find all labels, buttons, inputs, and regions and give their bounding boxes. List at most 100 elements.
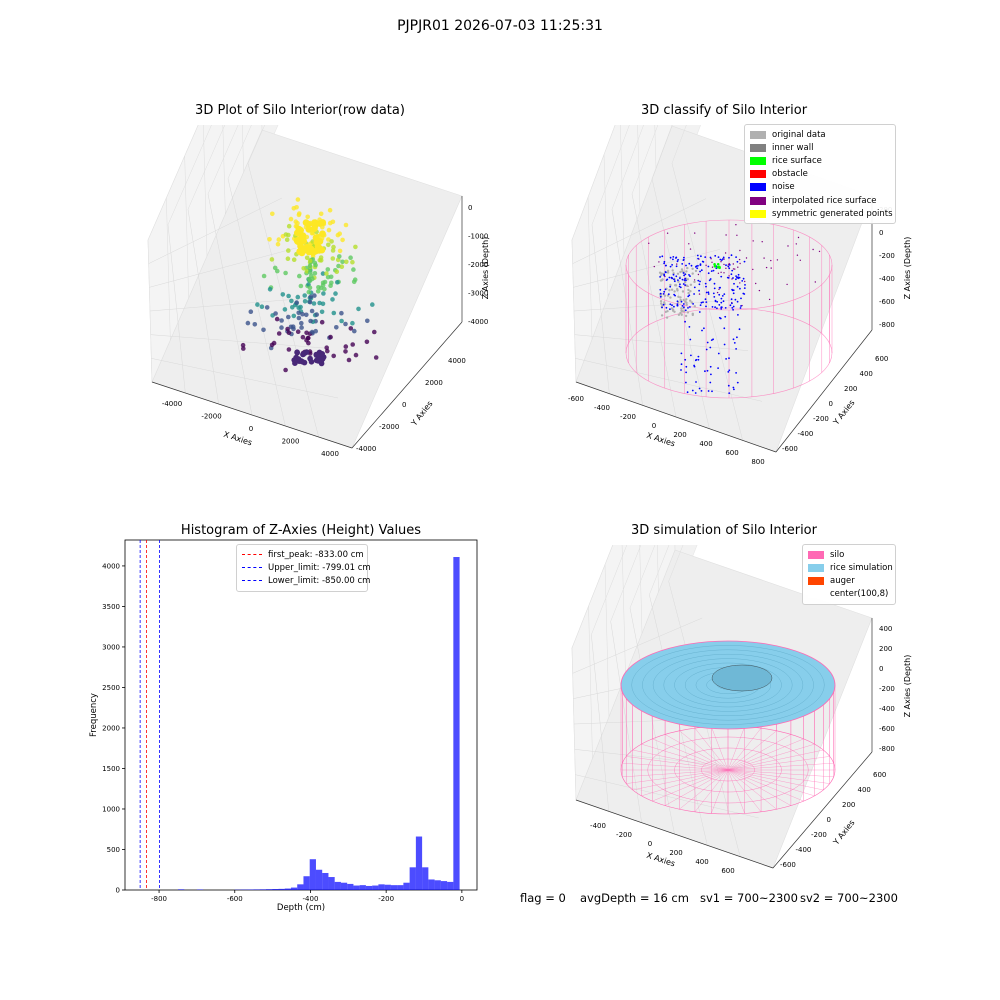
cls-grid-z [591, 125, 630, 225]
cls-noise-point [740, 305, 742, 307]
cls-original-point [660, 272, 663, 275]
legend-swatch [808, 550, 824, 559]
cls-noise-point [724, 315, 727, 318]
cls-noise-point [709, 278, 712, 280]
raw-ztick: -4000 [468, 318, 488, 326]
cls-noise-point [732, 292, 735, 295]
sim-grid-z [629, 545, 656, 609]
cls-noise-point [712, 338, 714, 341]
cls-interp-point [797, 236, 800, 239]
raw-xtick: 4000 [321, 450, 339, 458]
raw-point [296, 315, 302, 321]
cls-noise-point [720, 297, 723, 300]
cls-original-point [684, 300, 687, 303]
hist-bar [303, 876, 310, 890]
sim-silo-spoke [711, 769, 729, 814]
legend-label: obstacle [772, 169, 808, 180]
raw-point [255, 302, 260, 307]
cls-noise-point [716, 307, 718, 310]
hist-bar [447, 881, 454, 890]
raw-xtick: -2000 [201, 413, 221, 421]
cls-noise-point [663, 262, 665, 265]
cls-original-point [677, 295, 680, 298]
cls-noise-point [659, 276, 661, 278]
cls-noise-point [693, 286, 696, 289]
cls-noise-point [736, 276, 738, 279]
cls-noise-point [720, 275, 723, 278]
cls-noise-point [698, 283, 701, 286]
sim-y-axis [772, 751, 873, 869]
legend-label: silo [830, 549, 845, 560]
cls-noise-point [713, 296, 716, 298]
raw-point [275, 241, 281, 247]
raw-3d-plot: -4000 -2000 0 2000 4000 -4000 -2000 0 2000 4000 0 -… [147, 125, 490, 458]
cls-original-point [689, 290, 692, 293]
cls-noise-point [688, 294, 691, 297]
cls-ytick: 200 [844, 385, 857, 393]
cls-noise-point [723, 327, 726, 330]
cls-ztick: 0 [879, 229, 883, 237]
cls-noise-point [669, 265, 672, 268]
sim-rice-grid [631, 645, 825, 725]
cls-noise-point [705, 348, 708, 351]
cls-noise-point [701, 260, 704, 263]
cls-interp-point [765, 266, 768, 269]
raw-point [307, 258, 313, 264]
raw-point [307, 263, 313, 269]
cls-noise-point [699, 264, 702, 266]
cls-noise-point [676, 303, 679, 306]
cls-interp-point [814, 281, 816, 283]
raw-point [291, 206, 297, 211]
hist-bar [347, 883, 354, 890]
raw-point [372, 329, 377, 335]
hist-bar [265, 889, 273, 890]
cls-interp-point [758, 289, 761, 292]
raw-grid-z2 [166, 197, 171, 341]
sim-ytick: 200 [842, 801, 855, 809]
cls-noise-point [712, 269, 715, 272]
hist-bar [272, 889, 279, 890]
cls-original-point [659, 300, 663, 303]
raw-point [269, 257, 275, 262]
legend-label: inner wall [772, 142, 814, 153]
cls-interp-point [717, 272, 720, 274]
cls-interp-point [720, 271, 722, 273]
cls-noise-point [704, 282, 707, 285]
cls-noise-point [714, 255, 717, 257]
cls-noise-point [675, 257, 677, 259]
raw-point [343, 349, 348, 354]
raw-point [330, 256, 336, 261]
raw-point [283, 367, 288, 373]
cls-interp-point [723, 263, 725, 266]
sim-silo-spoke [679, 769, 729, 810]
cls-noise-point [731, 307, 734, 309]
raw-ytick: -4000 [356, 445, 376, 453]
cls-noise-point [662, 303, 665, 306]
cls-original-point [681, 290, 685, 293]
cls-interp-point [763, 257, 765, 259]
raw-point [333, 291, 338, 296]
raw-point [286, 330, 292, 336]
legend-label: auger [830, 575, 855, 586]
hist-bar [359, 885, 366, 890]
legend-entry: silo [808, 548, 890, 561]
sim-silo-spoke [626, 769, 729, 784]
cls-xtick: -400 [594, 404, 610, 412]
sim-silo-spoke [622, 762, 729, 771]
hist-bar [328, 877, 335, 890]
cls-interp-point [737, 266, 739, 268]
raw-point [373, 355, 379, 360]
cls-ytick: -400 [798, 430, 814, 438]
cls-interp-point [698, 293, 701, 295]
cls-noise-point [714, 300, 717, 303]
cls-noise-point [702, 301, 704, 304]
sim-grid-z2 [639, 545, 643, 634]
hist-xtick-label: -400 [303, 895, 319, 903]
cls-noise-point [673, 278, 675, 281]
cls-xlabel: X Axies [645, 431, 676, 449]
cls-noise-point [731, 269, 734, 272]
hist-bar [177, 889, 185, 890]
cls-noise-point [682, 303, 685, 305]
cls-original-point [666, 269, 670, 272]
raw-point-dense [302, 219, 310, 227]
